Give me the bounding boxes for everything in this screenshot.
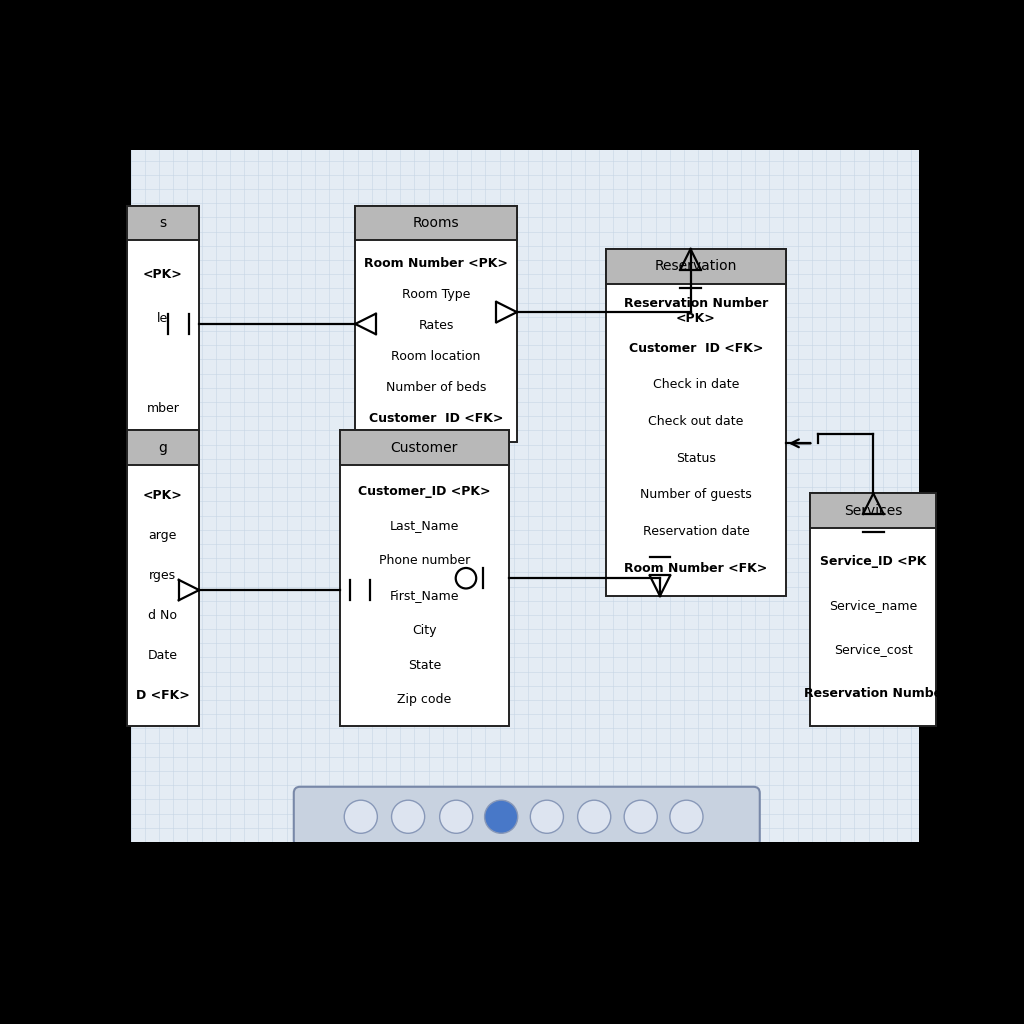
Text: Date: Date xyxy=(147,649,178,663)
Text: <PK>: <PK> xyxy=(143,267,182,281)
Text: Number of guests: Number of guests xyxy=(640,488,752,502)
Text: Rooms: Rooms xyxy=(413,216,460,230)
Text: Check out date: Check out date xyxy=(648,415,743,428)
Text: Phone number: Phone number xyxy=(379,554,470,567)
Text: Status: Status xyxy=(676,452,716,465)
Text: Customer  ID <FK>: Customer ID <FK> xyxy=(369,413,503,425)
Text: Room Number <PK>: Room Number <PK> xyxy=(365,257,508,270)
Circle shape xyxy=(344,800,378,834)
Text: Reservation: Reservation xyxy=(654,259,737,273)
Circle shape xyxy=(484,800,518,834)
Text: d No: d No xyxy=(148,609,177,623)
Text: mber: mber xyxy=(146,402,179,415)
Text: Reservation Number
<PK>: Reservation Number <PK> xyxy=(624,297,768,326)
Text: Zip code: Zip code xyxy=(397,693,452,707)
Text: City: City xyxy=(412,624,436,637)
Bar xyxy=(131,123,920,150)
Text: <PK>: <PK> xyxy=(143,488,182,502)
Bar xyxy=(810,494,936,726)
Text: D <FK>: D <FK> xyxy=(136,689,189,702)
Text: arge: arge xyxy=(148,528,177,542)
Text: le: le xyxy=(158,312,169,326)
Bar xyxy=(355,206,517,442)
Bar xyxy=(355,206,517,241)
Text: State: State xyxy=(408,658,441,672)
Circle shape xyxy=(439,800,473,834)
Text: Reservation date: Reservation date xyxy=(642,525,750,539)
Text: Check in date: Check in date xyxy=(652,378,739,391)
Bar xyxy=(131,150,920,842)
Bar xyxy=(127,430,199,726)
Text: Service_ID <PK: Service_ID <PK xyxy=(820,555,927,567)
Circle shape xyxy=(670,800,703,834)
Text: Services: Services xyxy=(844,504,902,518)
Text: Rates: Rates xyxy=(419,319,454,332)
Text: Service_name: Service_name xyxy=(829,599,918,611)
Circle shape xyxy=(625,800,657,834)
Bar xyxy=(606,249,785,596)
Circle shape xyxy=(391,800,425,834)
Bar xyxy=(127,206,199,442)
Text: rges: rges xyxy=(150,569,176,582)
Text: g: g xyxy=(159,440,167,455)
Text: Room Type: Room Type xyxy=(401,288,470,301)
Bar xyxy=(127,206,199,241)
Bar xyxy=(131,842,920,911)
Bar xyxy=(340,430,509,726)
Circle shape xyxy=(578,800,610,834)
Text: Number of beds: Number of beds xyxy=(386,381,486,394)
Bar xyxy=(340,430,509,465)
Bar xyxy=(127,430,199,465)
Bar xyxy=(810,494,936,528)
Text: Customer_ID <PK>: Customer_ID <PK> xyxy=(358,484,490,498)
Text: Last_Name: Last_Name xyxy=(389,519,459,532)
Bar xyxy=(606,249,785,284)
Text: Room location: Room location xyxy=(391,350,481,364)
FancyBboxPatch shape xyxy=(294,786,760,847)
Text: Reservation Numbe: Reservation Numbe xyxy=(804,686,942,699)
Text: Service_cost: Service_cost xyxy=(834,643,912,655)
Text: Customer: Customer xyxy=(390,440,458,455)
Circle shape xyxy=(530,800,563,834)
Text: Customer  ID <FK>: Customer ID <FK> xyxy=(629,342,763,354)
Text: Room Number <FK>: Room Number <FK> xyxy=(625,562,768,574)
Text: First_Name: First_Name xyxy=(389,589,459,602)
Text: s: s xyxy=(160,216,167,230)
